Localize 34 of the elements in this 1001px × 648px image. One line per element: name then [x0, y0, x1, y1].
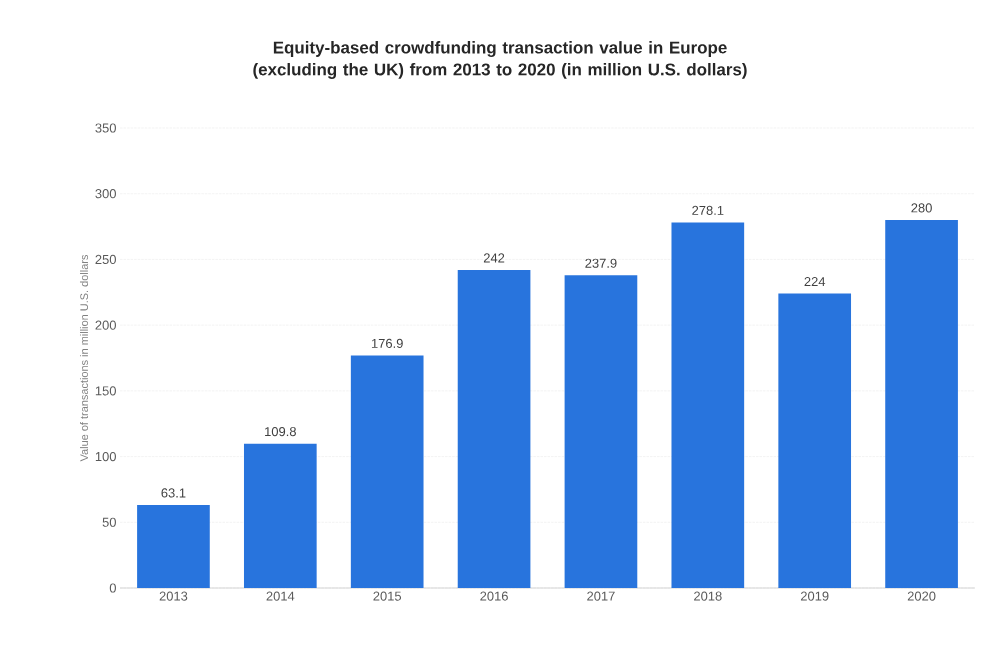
data-label: 176.9 — [371, 338, 403, 348]
y-tick-label: 50 — [102, 517, 116, 527]
x-tick-label: 2019 — [800, 591, 829, 601]
y-tick-label: 200 — [95, 320, 116, 330]
bar — [457, 269, 531, 588]
bar — [885, 220, 958, 588]
chart-title: Equity-based crowdfunding transaction value in Europe (excluding the UK) from 2013 to 2020 (in million U.S. dollars) — [253, 41, 747, 79]
bar — [350, 355, 424, 588]
y-tick-label: 250 — [95, 254, 116, 265]
data-label: 224 — [804, 277, 826, 287]
data-label: 63.1 — [161, 488, 186, 498]
y-tick-label: 0 — [109, 583, 116, 593]
bar — [671, 222, 745, 588]
bar — [778, 293, 852, 588]
data-label: 278.1 — [692, 205, 724, 215]
x-tick-label: 2015 — [373, 591, 402, 601]
y-tick-label: 300 — [95, 189, 116, 199]
y-tick-label: 100 — [95, 451, 116, 462]
x-tick-label: 2016 — [480, 591, 508, 601]
x-tick-label: 2020 — [907, 591, 936, 601]
x-tick-label: 2017 — [587, 591, 615, 601]
data-label: 280 — [911, 203, 932, 213]
y-axis-title: Value of transactions in million U.S. dollars — [79, 255, 89, 462]
x-tick-label: 2013 — [159, 591, 188, 601]
bar — [564, 275, 638, 588]
y-tick-label: 350 — [95, 123, 116, 133]
bar — [137, 505, 210, 588]
x-tick-label: 2014 — [266, 591, 295, 601]
data-label: 109.8 — [265, 427, 296, 437]
y-tick-label: 150 — [95, 386, 116, 396]
x-tick-label: 2018 — [694, 591, 722, 601]
data-label: 237.9 — [585, 258, 617, 268]
data-label: 242 — [483, 253, 505, 263]
bar — [243, 443, 317, 588]
